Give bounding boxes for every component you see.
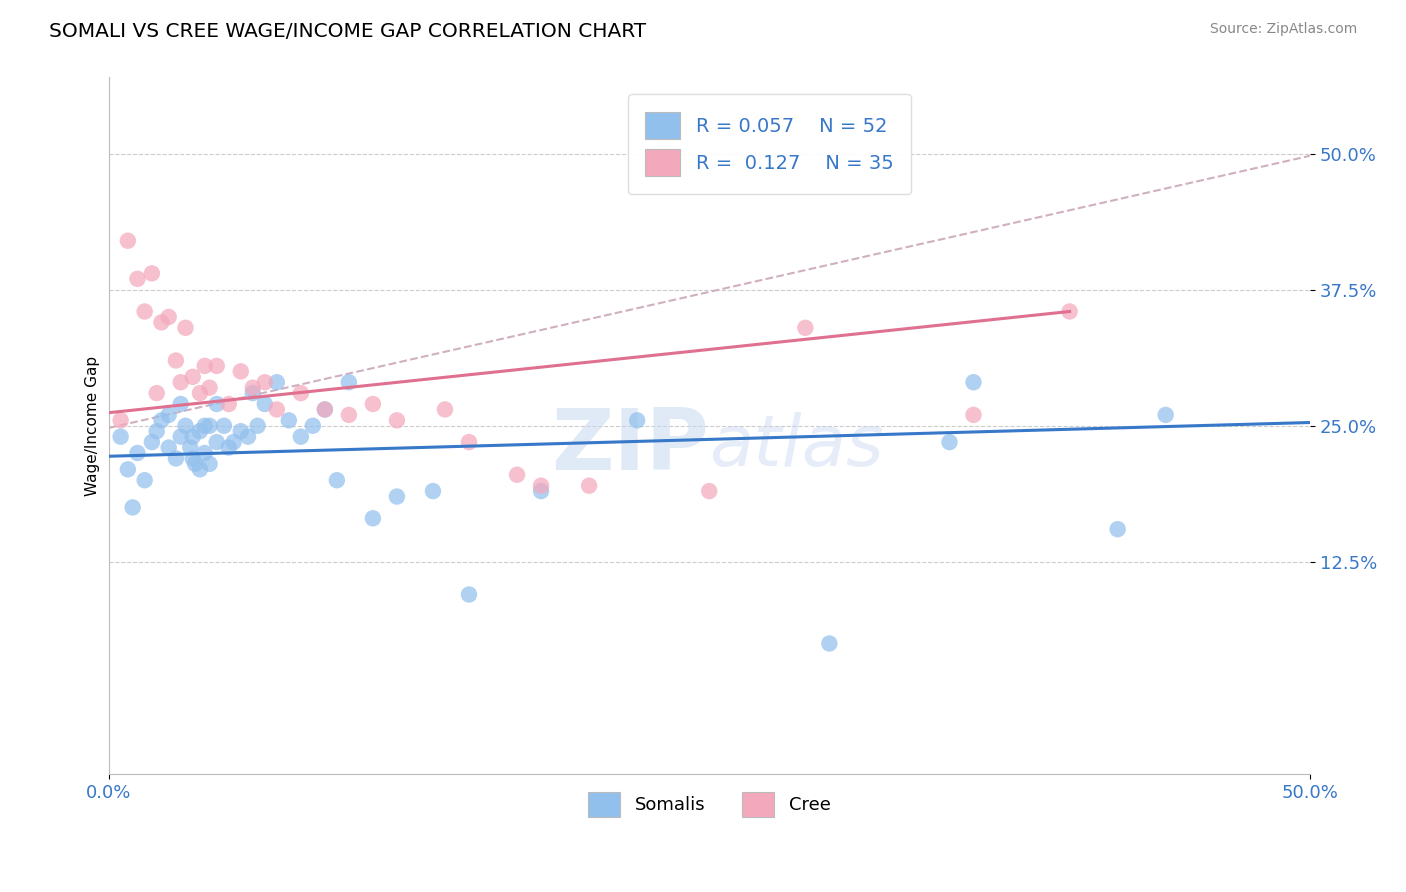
Point	[266, 402, 288, 417]
Point	[141, 435, 163, 450]
Point	[117, 462, 139, 476]
Point	[361, 511, 384, 525]
Point	[205, 397, 228, 411]
Point	[134, 304, 156, 318]
Point	[194, 359, 217, 373]
Point	[361, 397, 384, 411]
Point	[938, 435, 960, 450]
Point	[458, 587, 481, 601]
Point	[458, 435, 481, 450]
Point	[302, 418, 325, 433]
Point	[117, 234, 139, 248]
Point	[326, 473, 349, 487]
Point	[314, 402, 336, 417]
Point	[198, 457, 221, 471]
Point	[110, 430, 132, 444]
Point	[127, 272, 149, 286]
Point	[1059, 304, 1081, 318]
Point	[170, 430, 193, 444]
Point	[188, 424, 211, 438]
Point	[157, 441, 180, 455]
Point	[184, 457, 207, 471]
Point	[253, 376, 276, 390]
Point	[290, 430, 312, 444]
Point	[218, 441, 240, 455]
Point	[530, 478, 553, 492]
Point	[242, 381, 264, 395]
Point	[530, 484, 553, 499]
Point	[110, 413, 132, 427]
Point	[121, 500, 143, 515]
Point	[1107, 522, 1129, 536]
Point	[253, 397, 276, 411]
Point	[170, 397, 193, 411]
Point	[174, 418, 197, 433]
Point	[181, 430, 204, 444]
Point	[314, 402, 336, 417]
Point	[385, 413, 408, 427]
Point	[422, 484, 444, 499]
Point	[290, 386, 312, 401]
Legend: Somalis, Cree: Somalis, Cree	[581, 784, 838, 824]
Y-axis label: Wage/Income Gap: Wage/Income Gap	[86, 356, 100, 496]
Point	[157, 408, 180, 422]
Point	[181, 369, 204, 384]
Point	[157, 310, 180, 324]
Point	[205, 359, 228, 373]
Point	[188, 462, 211, 476]
Point	[818, 636, 841, 650]
Point	[229, 424, 252, 438]
Point	[222, 435, 245, 450]
Point	[697, 484, 720, 499]
Point	[242, 386, 264, 401]
Point	[165, 353, 187, 368]
Point	[205, 435, 228, 450]
Point	[229, 364, 252, 378]
Point	[218, 397, 240, 411]
Point	[198, 381, 221, 395]
Point	[337, 408, 360, 422]
Point	[236, 430, 259, 444]
Point	[433, 402, 456, 417]
Text: ZIP: ZIP	[551, 405, 709, 488]
Point	[794, 321, 817, 335]
Point	[277, 413, 299, 427]
Point	[506, 467, 529, 482]
Point	[165, 451, 187, 466]
Text: SOMALI VS CREE WAGE/INCOME GAP CORRELATION CHART: SOMALI VS CREE WAGE/INCOME GAP CORRELATI…	[49, 22, 647, 41]
Point	[337, 376, 360, 390]
Point	[385, 490, 408, 504]
Point	[188, 386, 211, 401]
Point	[194, 418, 217, 433]
Point	[626, 413, 648, 427]
Point	[127, 446, 149, 460]
Point	[150, 413, 173, 427]
Point	[134, 473, 156, 487]
Point	[179, 441, 201, 455]
Point	[141, 266, 163, 280]
Text: atlas: atlas	[709, 412, 884, 481]
Point	[145, 386, 167, 401]
Point	[962, 376, 984, 390]
Point	[181, 451, 204, 466]
Point	[198, 418, 221, 433]
Point	[194, 446, 217, 460]
Point	[1154, 408, 1177, 422]
Point	[212, 418, 235, 433]
Point	[578, 478, 600, 492]
Point	[246, 418, 269, 433]
Point	[266, 376, 288, 390]
Point	[150, 315, 173, 329]
Point	[962, 408, 984, 422]
Point	[174, 321, 197, 335]
Text: Source: ZipAtlas.com: Source: ZipAtlas.com	[1209, 22, 1357, 37]
Point	[145, 424, 167, 438]
Point	[170, 376, 193, 390]
